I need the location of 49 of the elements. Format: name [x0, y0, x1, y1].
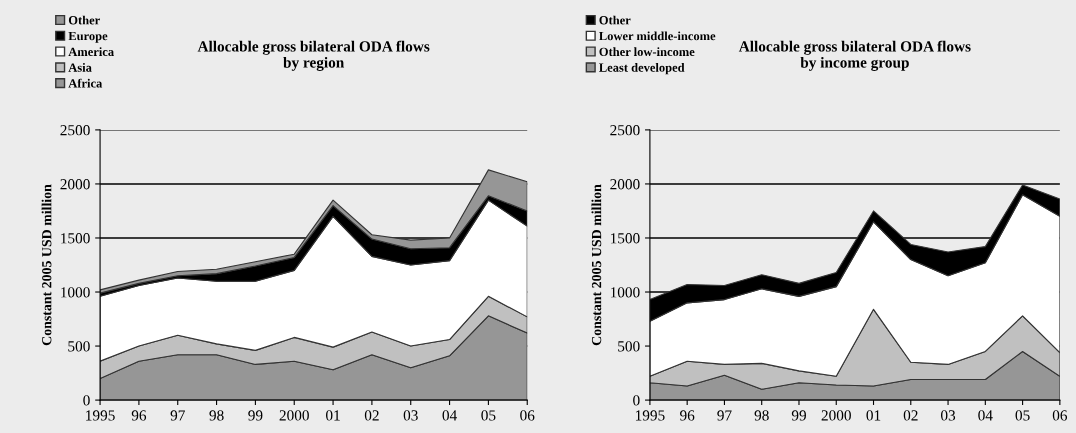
x-tick-label: 1995: [635, 410, 665, 421]
x-tick-label: 06: [1052, 410, 1068, 421]
x-tick-label: 97: [170, 410, 185, 421]
y-axis-title: Constant 2005 USD million: [41, 184, 52, 346]
x-tick-label: 96: [131, 410, 147, 421]
x-tick-label: 98: [754, 410, 769, 421]
y-tick-label: 2000: [60, 179, 90, 190]
y-tick-label: 2000: [610, 179, 640, 190]
y-tick-label: 1500: [61, 233, 90, 244]
y-tick-label: 0: [83, 395, 90, 406]
x-tick-label: 05: [1015, 410, 1030, 421]
x-tick-label: 01: [866, 410, 881, 421]
legend-label: Other: [68, 15, 100, 25]
legend-label: Europe: [68, 31, 108, 43]
legend-label: America: [68, 47, 114, 57]
y-tick-label: 500: [618, 341, 640, 352]
x-tick-label: 02: [903, 410, 918, 421]
chart-title: Allocable gross bilateral ODA flows by region: [197, 40, 430, 71]
y-axis-title: Constant 2005 USD million: [591, 184, 602, 346]
chart-title: Allocable gross bilateral ODA flows by income group: [738, 40, 971, 71]
legend-label: Least developed: [599, 63, 685, 75]
x-tick-label: 2000: [821, 410, 851, 421]
legend-label: Lower middle-income: [599, 31, 716, 41]
legend-label: Other: [599, 15, 631, 25]
y-tick-label: 0: [633, 395, 640, 406]
y-tick-label: 1000: [610, 287, 640, 298]
legend-label: Other low-income: [599, 47, 695, 57]
legend-label: Africa: [68, 78, 103, 88]
x-tick-label: 02: [364, 410, 379, 421]
x-tick-label: 97: [717, 410, 732, 421]
y-tick-label: 2500: [60, 125, 90, 136]
x-tick-label: 99: [248, 410, 263, 421]
x-tick-label: 99: [791, 410, 806, 421]
x-tick-label: 03: [403, 410, 418, 421]
x-tick-label: 2000: [279, 410, 309, 421]
x-tick-label: 04: [442, 410, 457, 421]
x-tick-label: 04: [978, 410, 993, 421]
y-tick-label: 500: [68, 341, 90, 352]
x-tick-label: 03: [941, 410, 956, 421]
x-tick-label: 96: [680, 410, 695, 421]
y-tick-label: 1500: [610, 233, 640, 244]
y-tick-label: 2500: [610, 125, 640, 136]
x-tick-label: 01: [326, 410, 340, 421]
legend-label: Asia: [68, 63, 92, 72]
x-tick-label: 1995: [86, 410, 115, 421]
y-tick-label: 1000: [61, 287, 90, 298]
x-tick-label: 06: [520, 410, 535, 421]
x-tick-label: 05: [481, 410, 496, 421]
x-tick-label: 98: [209, 410, 224, 421]
